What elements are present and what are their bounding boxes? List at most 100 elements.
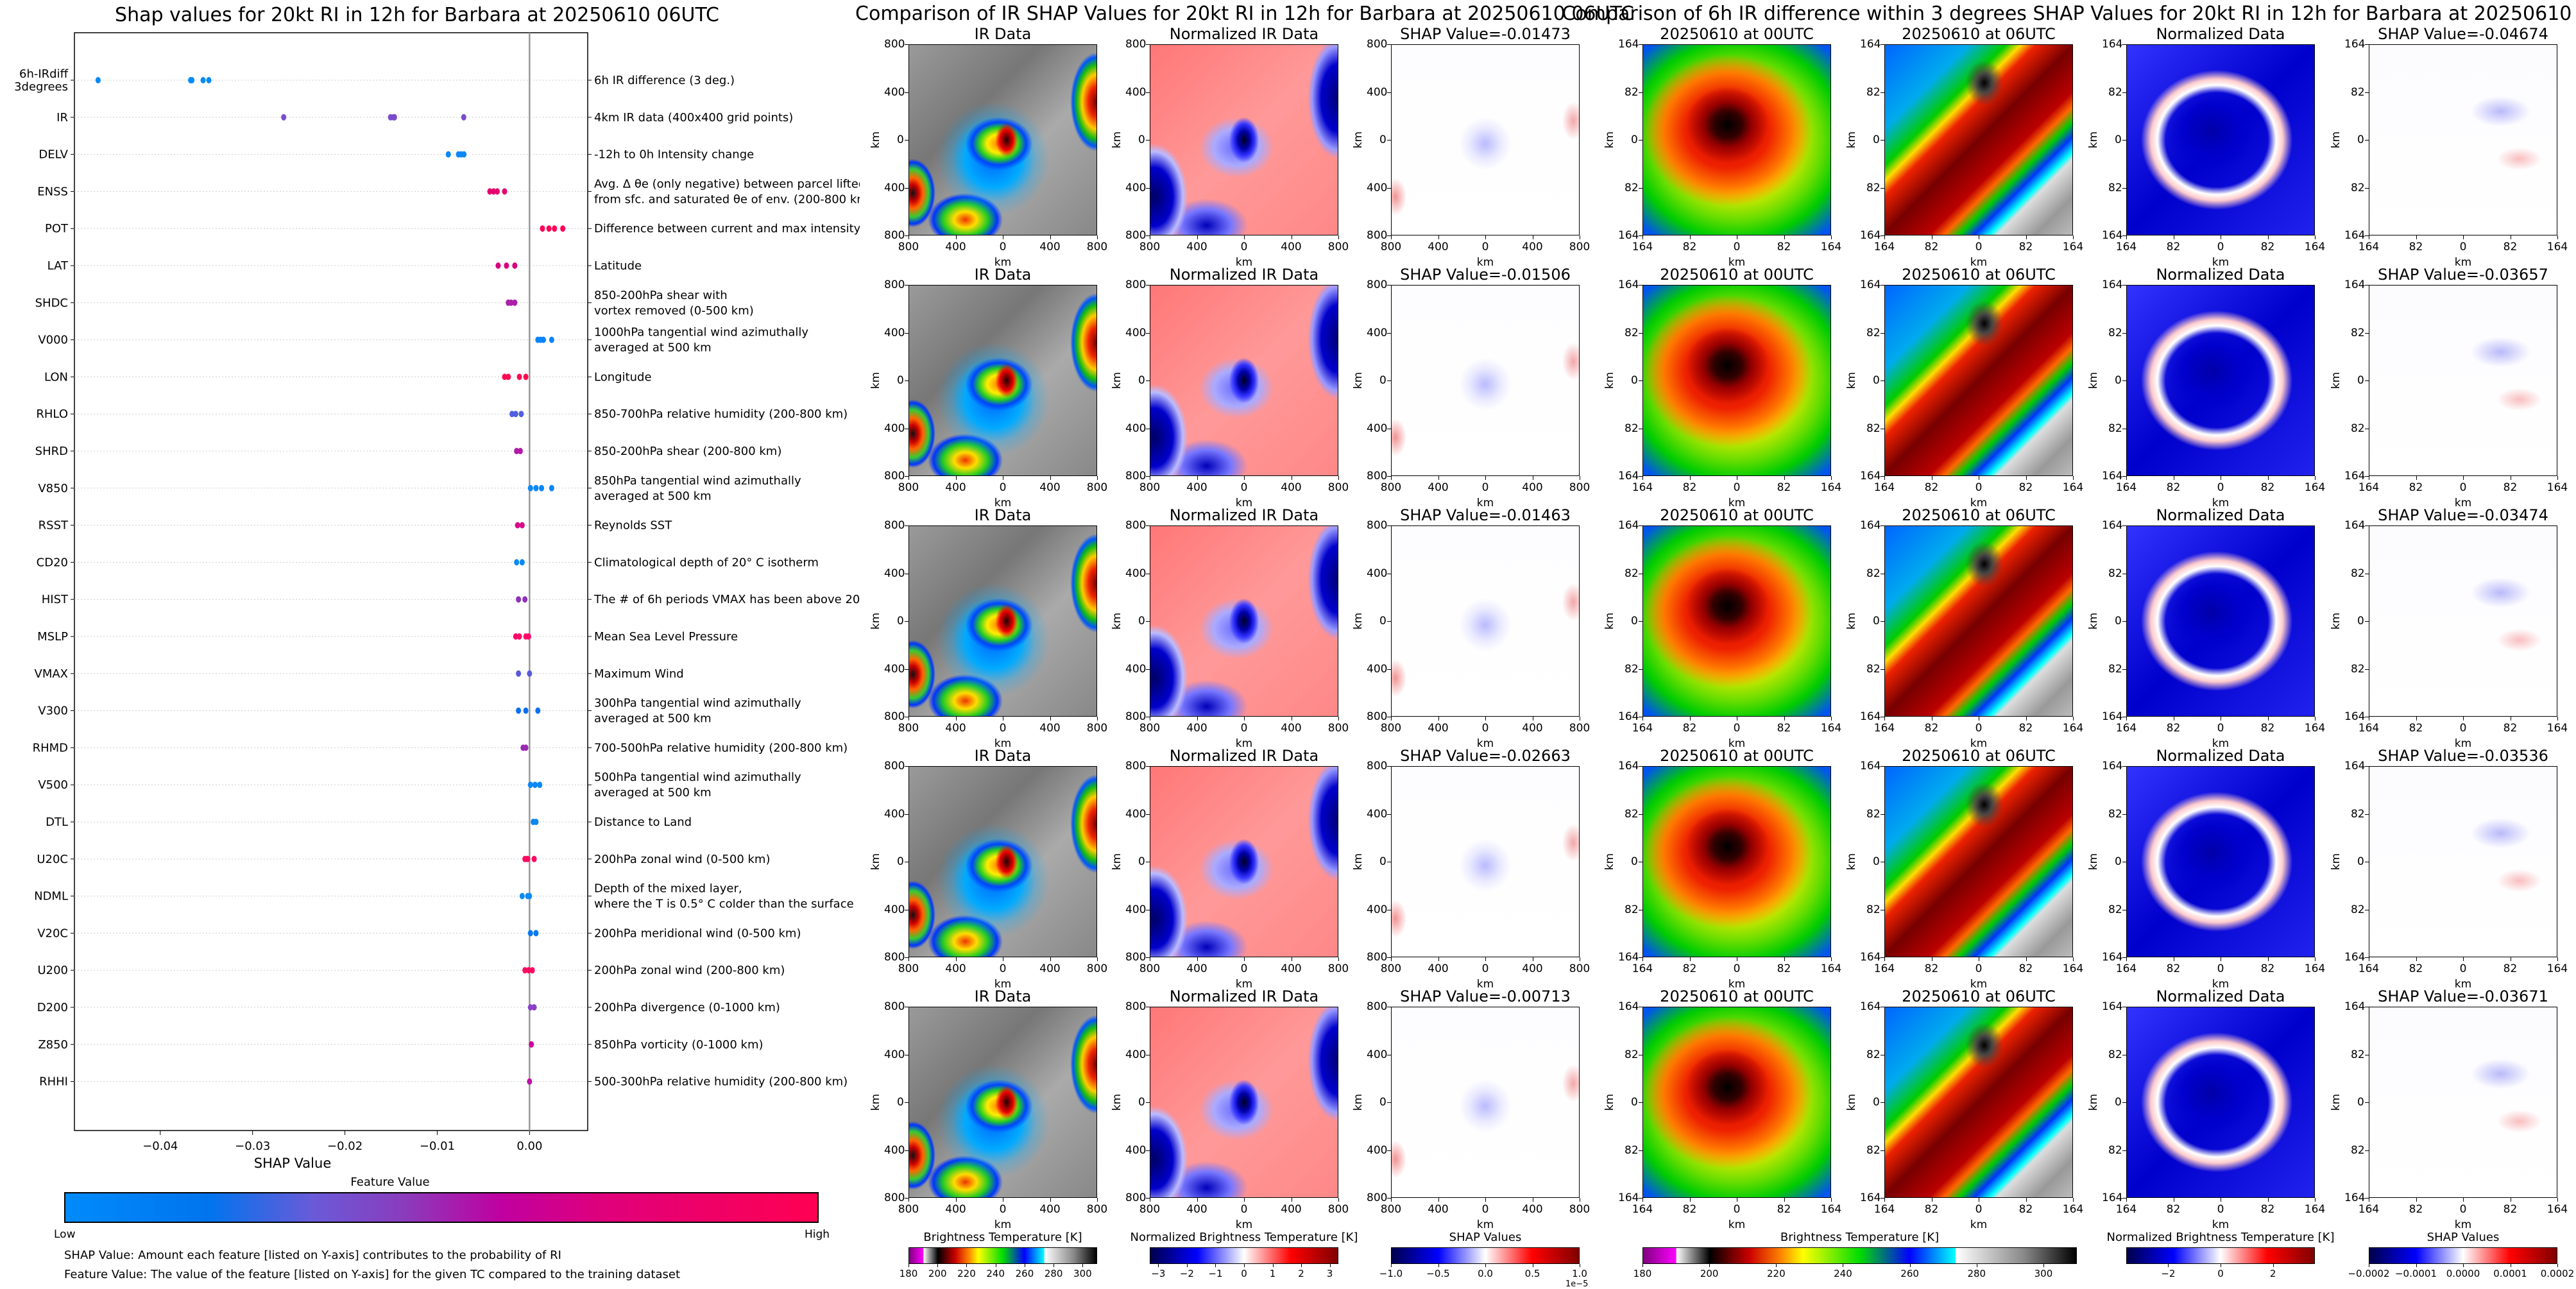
y-tick-label: 0 — [1631, 1096, 1638, 1109]
y-tick-label: 82 — [2351, 422, 2365, 435]
y-tick — [1387, 44, 1391, 45]
x-tick — [1784, 957, 1785, 961]
x-tick-label: 164 — [2546, 1203, 2568, 1216]
normalized-ir-data-title: Normalized IR Data — [1169, 987, 1319, 1005]
x-tick-label: 82 — [2503, 481, 2518, 494]
y-tick-label: 400 — [1367, 662, 1388, 676]
y-tick-label: 82 — [2351, 1143, 2365, 1157]
x-tick-label: 400 — [1522, 722, 1543, 735]
x-tick-label: 164 — [1873, 722, 1895, 735]
feature-description-line2: averaged at 500 km — [594, 490, 712, 503]
y-tick — [2365, 235, 2369, 236]
y-tick-label: 400 — [1125, 662, 1147, 676]
y-tick — [2365, 1198, 2369, 1199]
y-tick — [1146, 1198, 1150, 1199]
x-tick — [1884, 957, 1885, 961]
y-tick-label: 0 — [1379, 615, 1386, 627]
y-tick-label: 164 — [2102, 951, 2123, 964]
x-axis-label: km — [1235, 737, 1253, 750]
x-tick-label: 0 — [2459, 1203, 2467, 1216]
shap-dot — [533, 819, 539, 825]
normalized-ir-data-title: Normalized IR Data — [1169, 747, 1319, 765]
x-tick-label: 800 — [1327, 241, 1349, 253]
x-tick-label: −0.02 — [327, 1140, 363, 1153]
y-tick — [1146, 92, 1150, 93]
y-tick — [1639, 1102, 1642, 1103]
x-tick — [1050, 1198, 1051, 1202]
y-tick-label: 800 — [1367, 470, 1388, 482]
irdiff-00utc-image — [1642, 525, 1831, 717]
x-tick-label: 164 — [1820, 962, 1842, 975]
x-tick-label: 164 — [1820, 722, 1842, 735]
y-tick — [2365, 814, 2369, 815]
y-tick — [1639, 525, 1642, 526]
x-tick-label: 0 — [2459, 962, 2467, 975]
y-tick-label: 164 — [1860, 1000, 1881, 1013]
irdiff-bt-colorbar-tick-label: 240 — [1834, 1268, 1852, 1279]
irdiff-normalized-title: Normalized Data — [2156, 25, 2285, 43]
y-axis-label: km — [1352, 853, 1365, 871]
x-tick-label: −0.04 — [142, 1140, 178, 1153]
y-tick-label: 0 — [2115, 133, 2122, 146]
x-tick-label: 400 — [1281, 241, 1302, 253]
shap-dot — [206, 77, 212, 83]
y-tick-label: 800 — [1367, 1000, 1388, 1013]
feature-label: Z850 — [38, 1038, 68, 1052]
y-tick-label: 164 — [1860, 760, 1881, 773]
feature-label: 6h-IRdiff — [19, 67, 69, 81]
x-tick — [2267, 1198, 2269, 1202]
y-tick-label: 400 — [884, 326, 905, 339]
shap-dot — [445, 151, 451, 158]
x-tick — [955, 1198, 957, 1202]
y-tick — [1639, 476, 1642, 477]
ir-shap-map-image — [1391, 1007, 1580, 1198]
x-tick — [1485, 717, 1486, 721]
irdiff-bt-colorbar-tick-label: 280 — [1967, 1268, 1986, 1279]
ir-shap-map-title: SHAP Value=-0.00713 — [1400, 987, 1571, 1005]
x-tick-label: 82 — [2409, 1203, 2423, 1216]
shap-dot — [491, 188, 497, 195]
ir-bt-colorbar-tick — [1082, 1264, 1084, 1267]
y-tick-label: 164 — [1618, 951, 1639, 964]
x-tick-label: 164 — [2358, 481, 2380, 494]
shap-dot — [502, 373, 508, 380]
feature-label: V20C — [37, 926, 68, 940]
y-tick-label: 82 — [2108, 567, 2122, 580]
x-tick — [1438, 476, 1439, 480]
feature-label: LON — [44, 370, 68, 384]
shap-dot — [546, 225, 552, 232]
x-tick-label: 0 — [1240, 1203, 1248, 1216]
x-tick-label: 400 — [945, 481, 966, 494]
ir-normalized-colorbar-tick-label: 0 — [1241, 1268, 1247, 1279]
shap-dot — [513, 633, 518, 640]
y-tick-label: 400 — [884, 1048, 905, 1061]
feature-label: V300 — [38, 704, 68, 718]
y-tick-label: 0 — [1379, 1096, 1386, 1109]
y-tick — [1146, 476, 1150, 477]
x-axis-label: km — [1235, 256, 1253, 269]
y-axis-label: km — [1603, 1093, 1617, 1111]
y-tick — [2122, 814, 2126, 815]
x-axis-label: km — [1235, 497, 1253, 509]
shap-dot — [533, 484, 539, 491]
y-tick — [1146, 380, 1150, 381]
y-tick — [905, 957, 908, 958]
irdiff-06utc-title: 20250610 at 06UTC — [1902, 987, 2056, 1005]
y-tick — [1881, 1102, 1884, 1103]
shap-dot — [527, 781, 533, 789]
colorbar-low-label: Low — [54, 1228, 76, 1241]
y-tick — [2122, 44, 2126, 45]
shap-dot — [525, 855, 531, 862]
x-tick — [1338, 235, 1339, 239]
ir-bt-colorbar-tick-label: 280 — [1044, 1268, 1063, 1279]
y-tick-label: 400 — [1125, 567, 1147, 580]
x-tick — [2026, 476, 2027, 480]
irdiff-shap-map-title: SHAP Value=-0.04674 — [2378, 25, 2548, 43]
feature-label: IR — [56, 111, 68, 124]
y-tick — [2365, 476, 2369, 477]
x-tick — [1391, 957, 1392, 961]
irdiff-normalized-image — [2126, 766, 2315, 957]
feature-description-line2: where the T is 0.5° C colder than the su… — [594, 898, 854, 911]
x-tick-label: 164 — [2358, 1203, 2380, 1216]
